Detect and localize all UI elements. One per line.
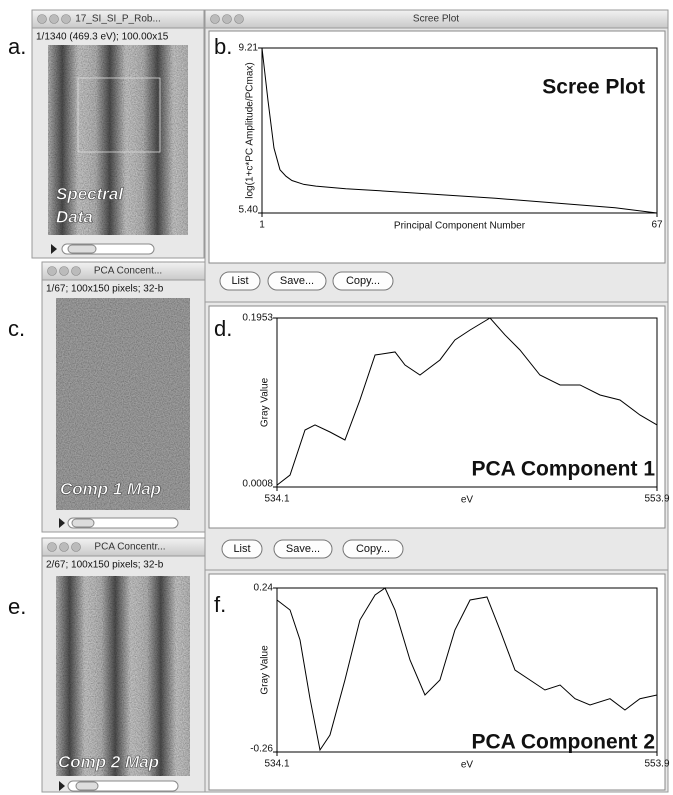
data-line <box>261 47 658 214</box>
panel-label: d. <box>214 316 232 341</box>
image-info: 1/67; 100x150 pixels; 32-b <box>46 284 164 295</box>
image-info: 2/67; 100x150 pixels; 32-b <box>46 560 164 571</box>
button-label[interactable]: Copy... <box>346 275 380 287</box>
x-axis-label: eV <box>461 495 474 506</box>
x-tick-label: 534.1 <box>264 494 289 505</box>
chart-title: Scree Plot <box>542 76 645 99</box>
x-tick-label: 553.9 <box>644 759 669 770</box>
panel-label: f. <box>214 592 226 617</box>
button-label[interactable]: Copy... <box>356 543 390 555</box>
y-axis-label: Gray Value <box>260 377 271 427</box>
window-title: 17_SI_SI_P_Rob... <box>75 14 161 25</box>
x-tick-label: 1 <box>259 220 265 231</box>
button-label[interactable]: Save... <box>286 543 320 555</box>
chart-title: PCA Component 1 <box>471 458 655 481</box>
window-title: Scree Plot <box>413 14 459 25</box>
button-label[interactable]: List <box>233 543 250 555</box>
panel-label: c. <box>8 316 25 341</box>
x-tick-label: 553.9 <box>644 494 669 505</box>
button[interactable] <box>332 271 394 291</box>
x-axis-label: Principal Component Number <box>394 221 526 232</box>
y-axis-label: Gray Value <box>260 645 271 695</box>
image-overlay: Comp 1 Map <box>60 479 161 498</box>
x-axis-label: eV <box>461 760 474 771</box>
y-tick-label: 0.24 <box>254 583 274 594</box>
plot-frame <box>276 587 658 753</box>
panel-label: a. <box>8 34 26 59</box>
y-axis-label: log(1+c*PC Amplitude/PCmax) <box>245 62 256 198</box>
image-overlay: Comp 2 Map <box>58 752 159 771</box>
image-overlay: Data <box>56 207 93 226</box>
button[interactable] <box>221 539 263 559</box>
x-tick-label: 67 <box>651 220 663 231</box>
button-label[interactable]: Save... <box>280 275 314 287</box>
window-title: PCA Concent... <box>94 266 162 277</box>
button[interactable] <box>267 271 327 291</box>
x-tick-label: 534.1 <box>264 759 289 770</box>
y-tick-label: 9.21 <box>239 43 259 54</box>
plot-frame <box>276 317 658 488</box>
panel-label: e. <box>8 594 26 619</box>
y-tick-label: 0.1953 <box>242 313 273 324</box>
data-line <box>276 587 658 752</box>
y-tick-label: 0.0008 <box>242 479 273 490</box>
chart-title: PCA Component 2 <box>471 731 655 754</box>
y-tick-label: 5.40 <box>239 205 259 216</box>
image-info: 1/1340 (469.3 eV); 100.00x15 <box>36 32 169 43</box>
window-frames <box>31 9 669 793</box>
button[interactable] <box>219 271 261 291</box>
window-title: PCA Concentr... <box>94 542 165 553</box>
button[interactable] <box>273 539 333 559</box>
image-overlay: Spectral <box>56 184 124 203</box>
plot-frame <box>261 47 658 214</box>
button-label[interactable]: List <box>231 275 248 287</box>
button[interactable] <box>342 539 404 559</box>
panel-label: b. <box>214 34 232 59</box>
y-tick-label: -0.26 <box>250 744 273 755</box>
data-line <box>276 317 658 486</box>
